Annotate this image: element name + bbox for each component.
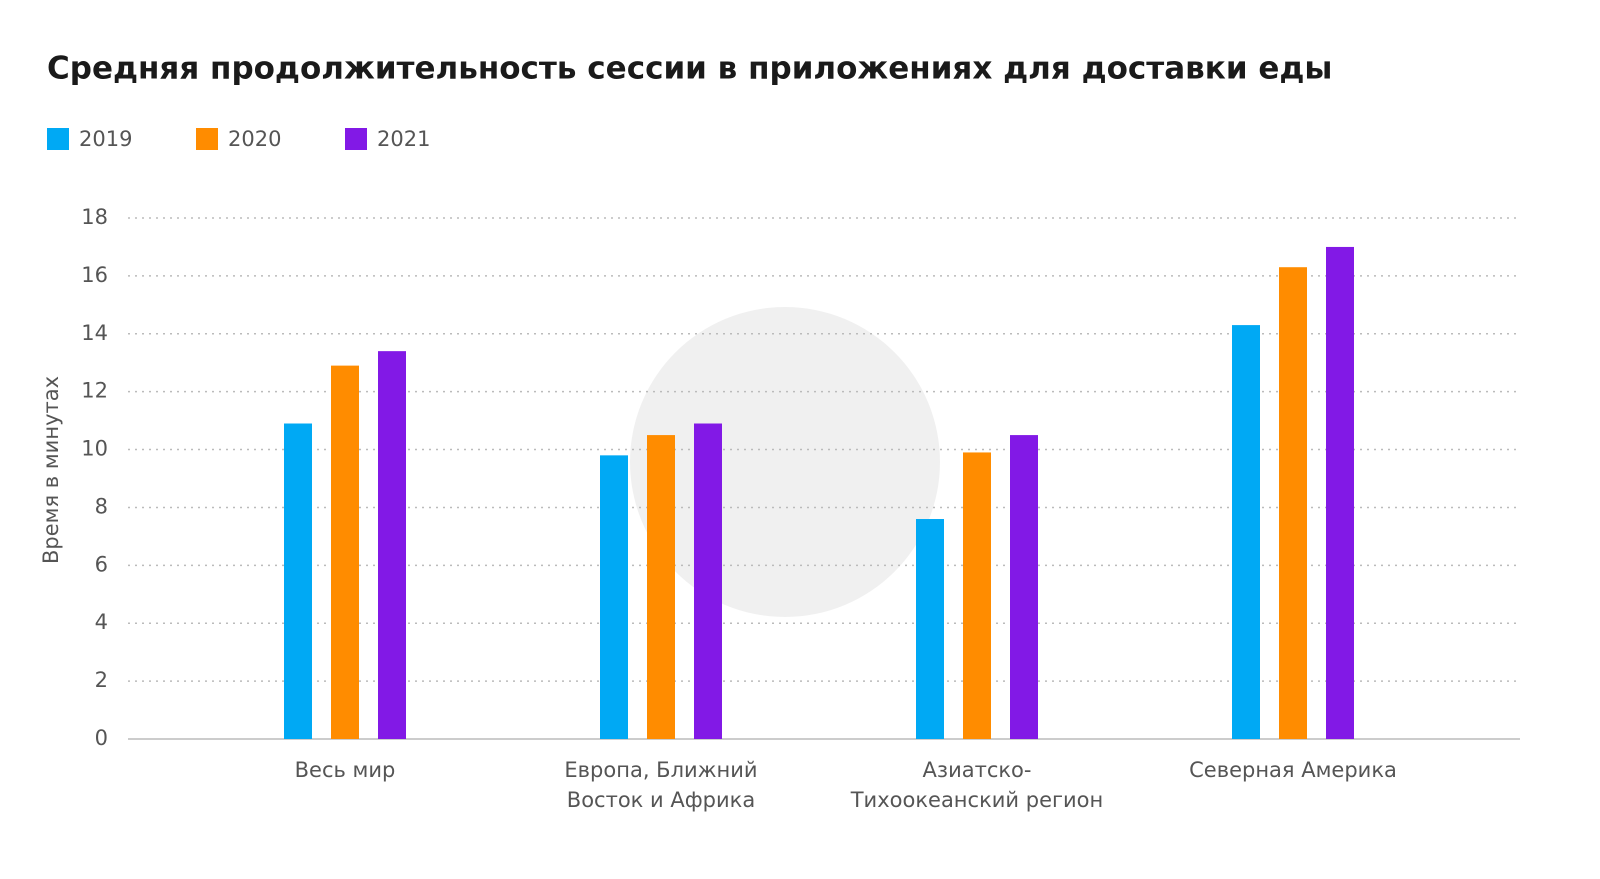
y-tick-label: 0 <box>95 726 108 750</box>
x-tick-label: Северная Америка <box>1189 758 1397 782</box>
x-tick-label: Европа, Ближний Восток и Африка <box>564 758 757 812</box>
x-tick-label: Азиатско-Тихоокеанский регион <box>850 758 1104 812</box>
y-tick-label: 14 <box>81 321 108 345</box>
bar <box>647 435 675 739</box>
y-tick-label: 18 <box>81 205 108 229</box>
legend-label: 2020 <box>228 127 281 151</box>
bar <box>378 351 406 739</box>
y-tick-label: 10 <box>81 437 108 461</box>
y-tick-label: 6 <box>95 552 108 576</box>
legend-swatch <box>196 128 218 150</box>
bar <box>1232 325 1260 739</box>
y-tick-label: 8 <box>95 494 108 518</box>
bar <box>1326 246 1354 739</box>
bar <box>1010 435 1038 739</box>
x-tick-label: Весь мир <box>295 758 396 782</box>
bar <box>331 365 359 739</box>
y-tick-label: 16 <box>81 263 108 287</box>
y-tick-label: 12 <box>81 379 108 403</box>
watermark-circle <box>630 307 940 617</box>
watermark <box>630 307 940 617</box>
y-tick-label: 2 <box>95 668 108 692</box>
bar <box>916 519 944 739</box>
legend-swatch <box>47 128 69 150</box>
y-axis-title: Время в минутах <box>39 376 63 564</box>
legend-label: 2021 <box>377 127 430 151</box>
bar <box>284 423 312 739</box>
chart-title: Средняя продолжительность сессии в прило… <box>47 51 1332 87</box>
bar <box>963 452 991 739</box>
bar <box>1279 267 1307 739</box>
bar <box>694 423 722 739</box>
bar <box>600 455 628 739</box>
legend-swatch <box>345 128 367 150</box>
y-tick-label: 4 <box>95 610 108 634</box>
legend-label: 2019 <box>79 127 132 151</box>
